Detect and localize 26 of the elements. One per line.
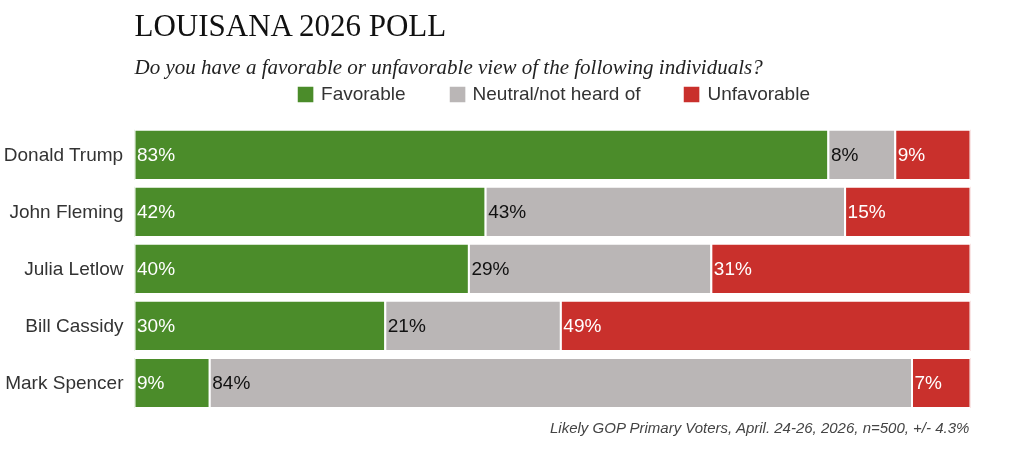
- legend-label: Neutral/not heard of: [472, 83, 641, 105]
- data-label: 43%: [488, 201, 527, 223]
- data-label: 21%: [387, 315, 426, 337]
- data-label: 49%: [563, 315, 602, 337]
- data-label: 42%: [137, 201, 176, 223]
- data-label: 15%: [847, 201, 886, 223]
- chart-subtitle: Do you have a favorable or unfavorable view of the following individuals?: [133, 54, 764, 79]
- y-tick-label: Mark Spencer: [5, 372, 125, 394]
- data-label: 40%: [137, 258, 176, 280]
- y-tick-label: Bill Cassidy: [25, 315, 124, 337]
- data-label: 31%: [713, 258, 752, 280]
- y-tick-label: John Fleming: [9, 201, 124, 223]
- data-label: 84%: [212, 372, 251, 394]
- legend-label: Favorable: [321, 83, 406, 105]
- legend-label: Unfavorable: [707, 83, 810, 105]
- data-label: 30%: [137, 315, 176, 337]
- data-label: 9%: [897, 144, 926, 166]
- y-tick-label: Julia Letlow: [24, 258, 124, 280]
- data-label: 29%: [471, 258, 510, 280]
- data-label: 8%: [830, 144, 859, 166]
- chart-title: LOUISANA 2026 POLL: [134, 7, 447, 43]
- text: Likely GOP Primary Voters, April. 24-26, 2026, n=500, +/- 4.3%: [550, 418, 970, 436]
- data-label: 9%: [137, 372, 165, 394]
- data-label: 7%: [914, 372, 943, 394]
- data-label: 83%: [137, 144, 176, 166]
- y-tick-label: Donald Trump: [3, 144, 124, 166]
